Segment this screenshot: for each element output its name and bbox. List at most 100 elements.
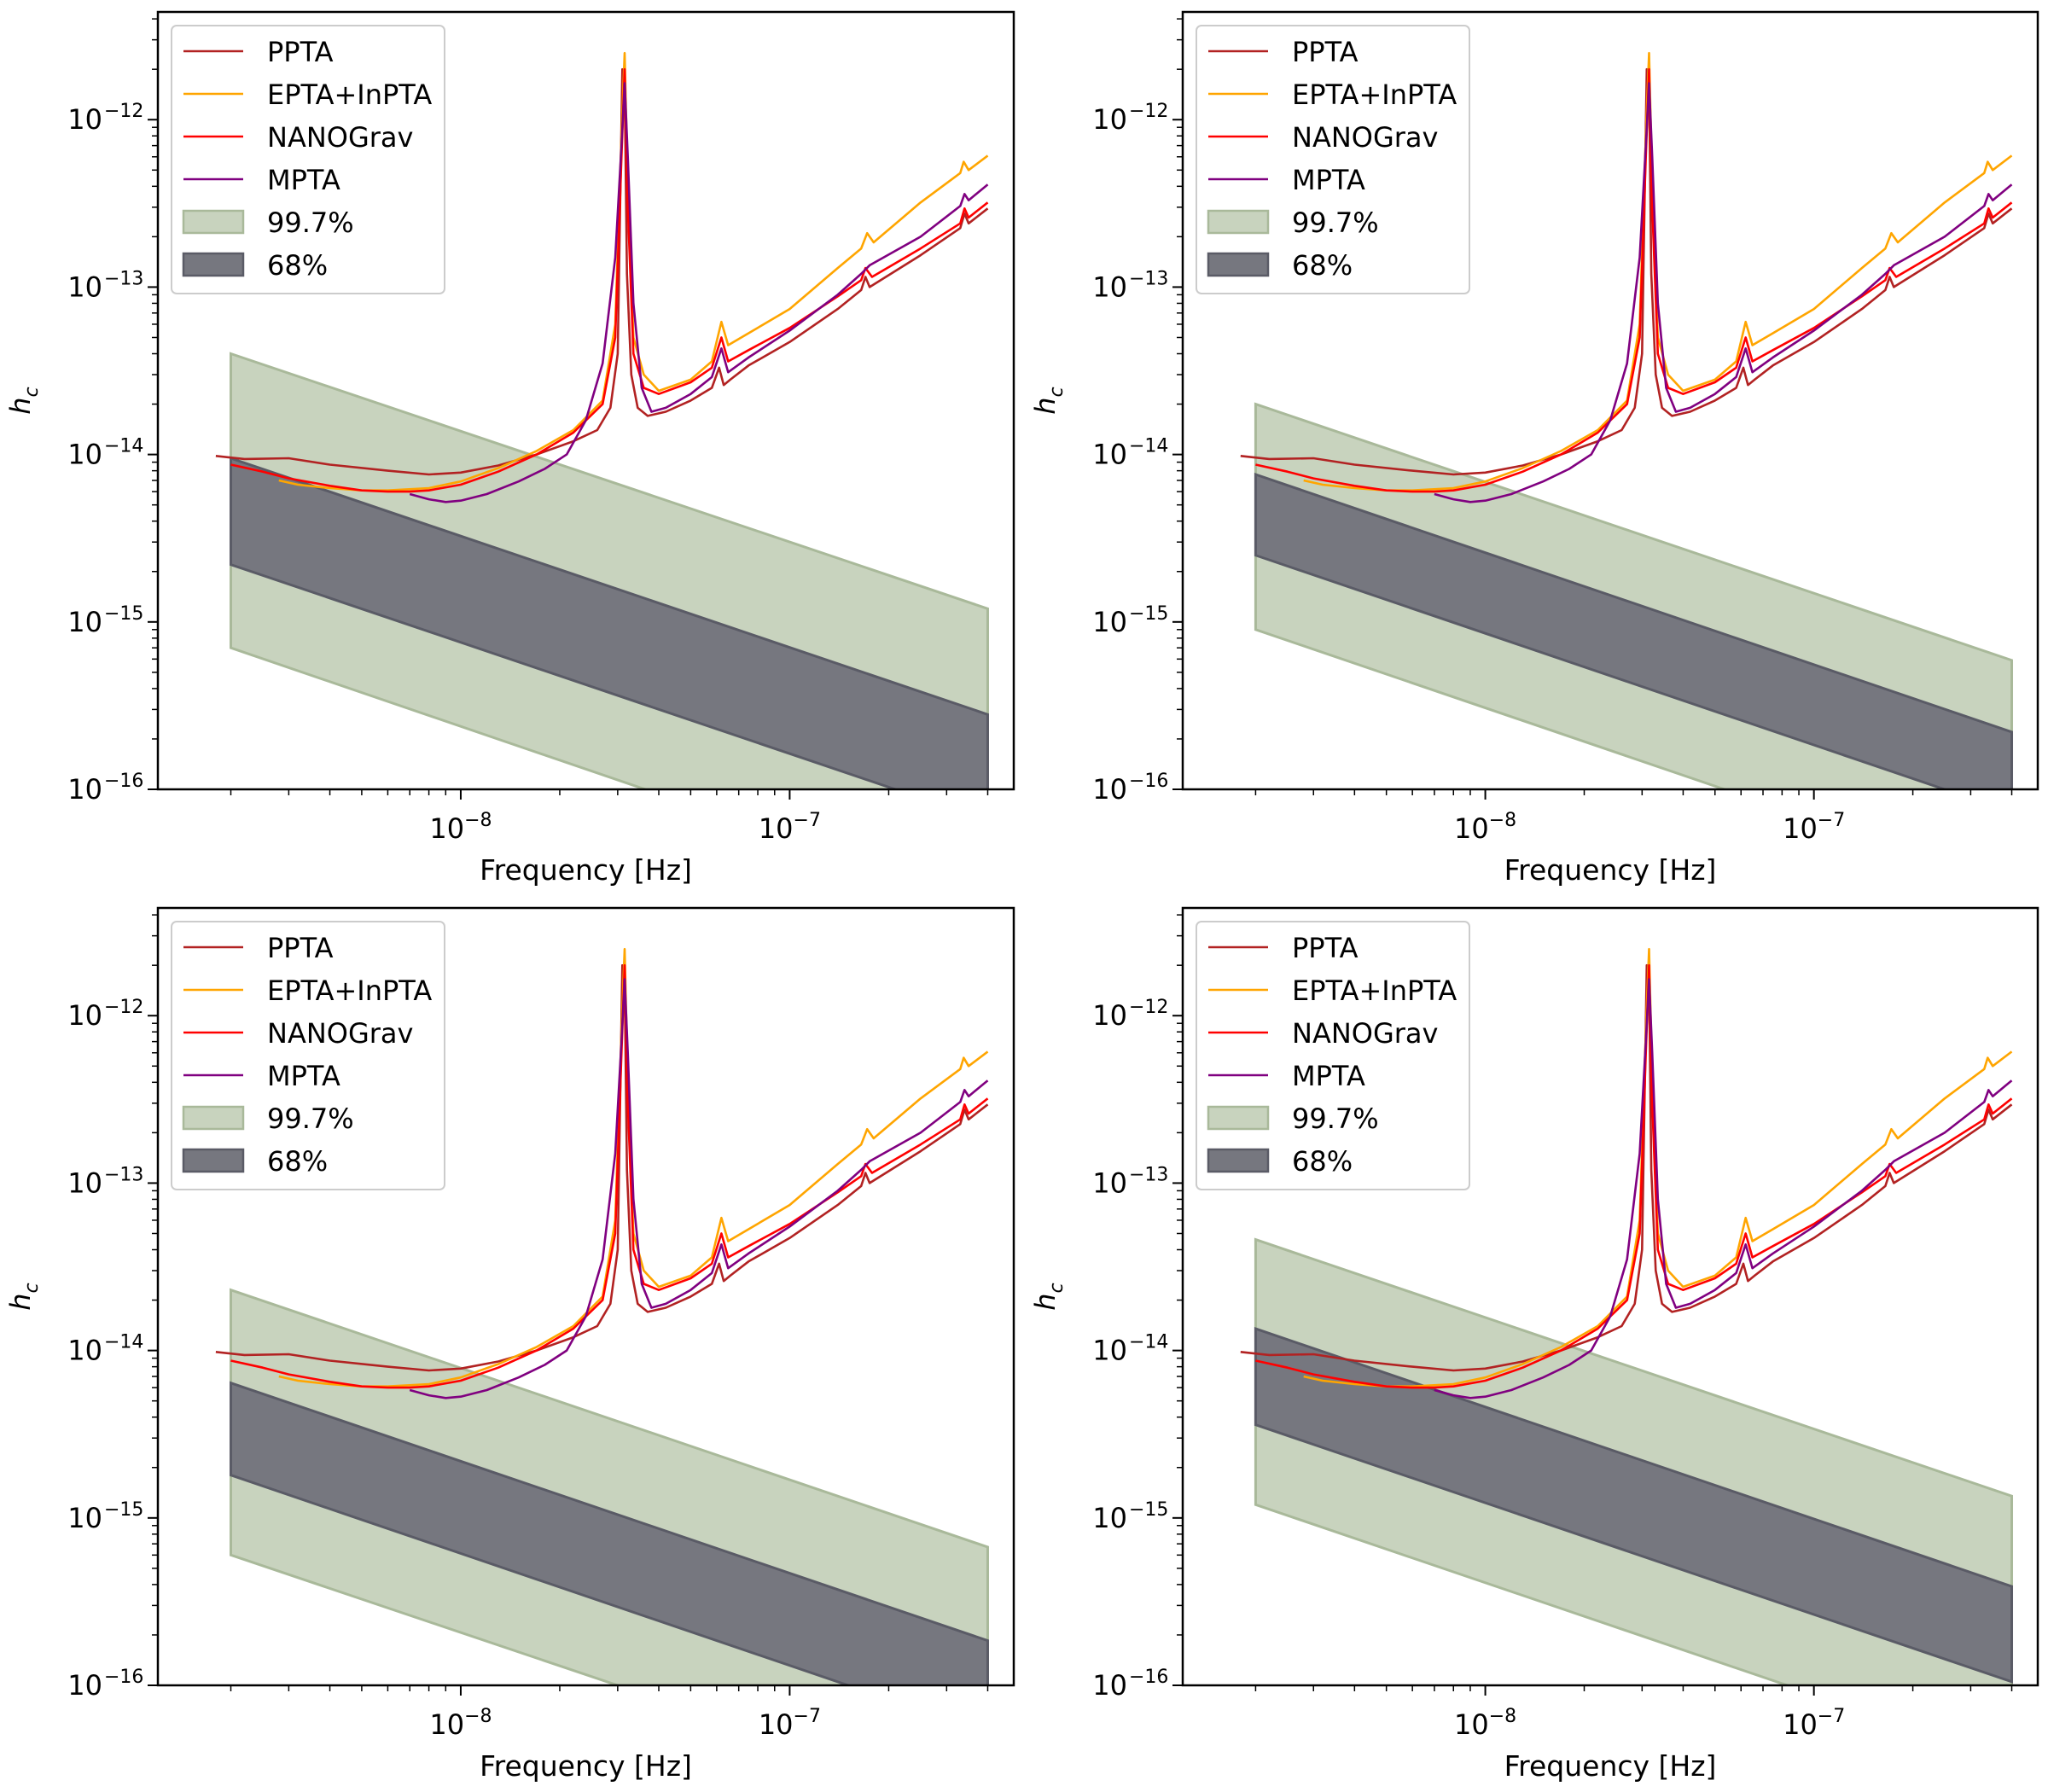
legend: PPTA EPTA+InPTA NANOGrav MPTA 99.7% 68% [171,25,445,294]
legend: PPTA EPTA+InPTA NANOGrav MPTA 99.7% 68% [1196,921,1470,1190]
axes-frame [156,906,1015,1687]
legend: PPTA EPTA+InPTA NANOGrav MPTA 99.7% 68% [1196,25,1470,294]
y-tick-exponent: −16 [1129,771,1168,792]
plot-area [1240,51,2014,789]
legend-label: PPTA [267,36,334,68]
x-tick-label: 10−7 [1783,810,1845,845]
y-axis-label-subscript: c [1046,387,1068,397]
y-tick-label: 10−13 [67,1164,143,1199]
x-tick-exponent: −8 [464,810,492,831]
y-tick-label: 10−13 [1092,268,1168,303]
y-tick-exponent: −13 [104,1164,143,1185]
x-tick-label: 10−8 [1454,810,1516,845]
x-tick-label: 10−7 [759,810,821,845]
y-tick-label: 10−15 [67,1499,143,1534]
x-tick-label: 10−8 [429,1706,492,1741]
y-tick-exponent: −12 [1129,101,1168,122]
x-tick-label: 10−7 [759,1706,821,1741]
legend-label: MPTA [267,164,340,196]
legend-swatch-patch [1207,209,1270,235]
legend-swatch-patch [1207,1148,1270,1173]
y-tick-label: 10−12 [67,997,143,1032]
x-axis-label: Frequency [Hz] [1504,1749,1717,1783]
legend-label: EPTA+InPTA [267,79,432,111]
series-ppta [215,67,989,476]
y-axis-label: hc [1029,1283,1068,1310]
y-tick-exponent: −12 [1129,997,1168,1018]
y-tick-label: 10−16 [1092,771,1168,806]
y-tick-exponent: −14 [1129,1332,1168,1353]
series-epta-inpta [278,947,989,1388]
series-epta-inpta [278,51,989,492]
series-mpta [1434,978,2013,1399]
legend-label: 99.7% [267,207,354,239]
y-axis: 10−16 10−15 10−14 10−13 10−12 hc [1029,914,1183,1702]
x-tick-exponent: −8 [1489,1706,1516,1727]
legend-swatch-patch [182,209,245,235]
legend-label: 68% [1292,1145,1353,1178]
plot-area [215,51,989,789]
x-tick-exponent: −8 [464,1706,492,1727]
legend-label: PPTA [1292,36,1359,68]
legend-label: 99.7% [1292,1103,1379,1135]
legend-label: PPTA [1292,932,1359,964]
plot-area [1240,947,2014,1685]
legend-swatch-patch [182,1148,245,1173]
y-tick-exponent: −12 [104,997,143,1018]
y-tick-label: 10−13 [67,268,143,303]
band-68 [1254,1326,2014,1684]
legend-label: NANOGrav [1292,1017,1438,1050]
x-tick-label: 10−8 [429,810,492,845]
x-axis: 10−8 10−7 Frequency [Hz] [1254,789,2013,887]
series-nanograv [1255,963,2013,1389]
y-tick-label: 10−14 [1092,1332,1168,1367]
y-tick-label: 10−12 [1092,997,1168,1032]
series-nanograv [230,963,989,1389]
x-axis: 10−8 10−7 Frequency [Hz] [230,1685,989,1783]
legend-label: PPTA [267,932,334,964]
y-axis-label-subscript: c [1046,1283,1068,1293]
legend-label: EPTA+InPTA [1292,975,1457,1007]
series-epta-inpta [1303,947,2013,1388]
series-nanograv [230,67,989,493]
legend-label: 68% [267,1145,328,1178]
series-mpta [409,82,989,503]
legend-label: 68% [1292,249,1353,282]
legend-label: 68% [267,249,328,282]
legend-label: NANOGrav [267,1017,413,1050]
x-tick-exponent: −7 [1818,810,1845,831]
legend-label: 99.7% [1292,207,1379,239]
axes-frame [156,10,1015,791]
series-epta-inpta [1303,51,2013,492]
y-tick-exponent: −14 [104,436,143,457]
y-tick-exponent: −13 [1129,1164,1168,1185]
y-axis-label: hc [4,387,43,414]
band-68 [230,456,989,789]
series-mpta [1434,82,2013,503]
y-tick-exponent: −14 [104,1332,143,1353]
x-tick-exponent: −7 [794,810,821,831]
y-tick-label: 10−12 [1092,101,1168,136]
legend-swatch-patch [1207,252,1270,277]
x-tick-label: 10−8 [1454,1706,1516,1741]
y-tick-exponent: −13 [104,268,143,289]
x-axis-label: Frequency [Hz] [1504,853,1717,887]
y-tick-label: 10−15 [1092,1499,1168,1534]
y-tick-exponent: −16 [1129,1667,1168,1688]
y-tick-label: 10−16 [67,1667,143,1702]
y-axis-label-subscript: c [21,387,43,397]
x-axis-label: Frequency [Hz] [480,853,692,887]
x-tick-exponent: −7 [1818,1706,1845,1727]
y-tick-exponent: −13 [1129,268,1168,289]
y-tick-exponent: −12 [104,101,143,122]
band-68 [230,1381,989,1685]
legend: PPTA EPTA+InPTA NANOGrav MPTA 99.7% 68% [171,921,445,1190]
legend-label: EPTA+InPTA [267,975,432,1007]
y-tick-label: 10−15 [1092,603,1168,638]
y-axis-label: hc [4,1283,43,1310]
x-tick-exponent: −7 [794,1706,821,1727]
